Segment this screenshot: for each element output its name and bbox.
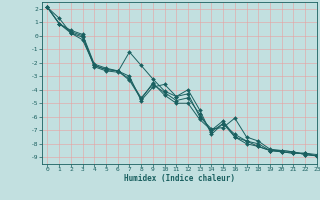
X-axis label: Humidex (Indice chaleur): Humidex (Indice chaleur) — [124, 174, 235, 183]
